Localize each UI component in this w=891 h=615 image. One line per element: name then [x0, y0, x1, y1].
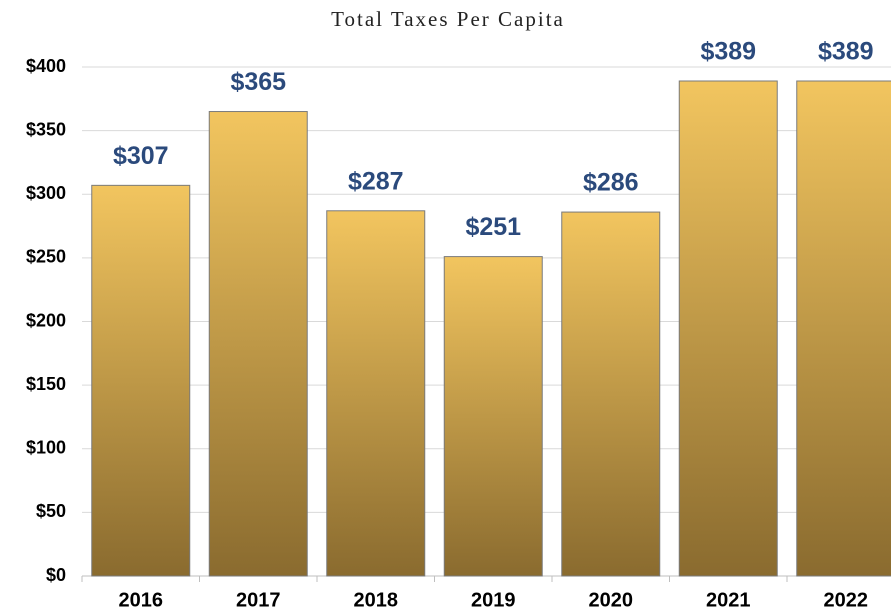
y-tick-label: $100 [26, 438, 66, 458]
y-tick-label: $400 [26, 56, 66, 76]
y-tick-label: $350 [26, 119, 66, 139]
bar [443, 256, 543, 577]
x-tick-label: 2022 [824, 589, 869, 611]
value-label: $286 [583, 169, 639, 197]
y-tick-label: $300 [26, 183, 66, 203]
y-tick-label: $0 [46, 565, 66, 585]
value-label: $389 [818, 38, 874, 66]
bar [796, 80, 891, 577]
bar [91, 184, 191, 577]
y-tick-label: $50 [36, 501, 66, 521]
y-tick-label: $200 [26, 310, 66, 330]
x-tick-label: 2019 [471, 589, 516, 611]
bar [208, 111, 308, 577]
x-tick-label: 2017 [236, 589, 281, 611]
bar [561, 211, 661, 577]
bar [678, 80, 778, 577]
value-label: $307 [113, 142, 169, 170]
x-tick-label: 2021 [706, 589, 751, 611]
value-label: $287 [348, 167, 404, 195]
x-tick-label: 2016 [119, 589, 164, 611]
chart-title: Total Taxes Per Capita [331, 7, 565, 31]
x-tick-label: 2020 [589, 589, 634, 611]
y-tick-label: $150 [26, 374, 66, 394]
y-tick-label: $250 [26, 247, 66, 267]
value-label: $389 [700, 38, 756, 66]
bar [326, 210, 426, 577]
value-label: $251 [465, 213, 521, 241]
x-tick-label: 2018 [354, 589, 399, 611]
value-label: $365 [230, 68, 286, 96]
